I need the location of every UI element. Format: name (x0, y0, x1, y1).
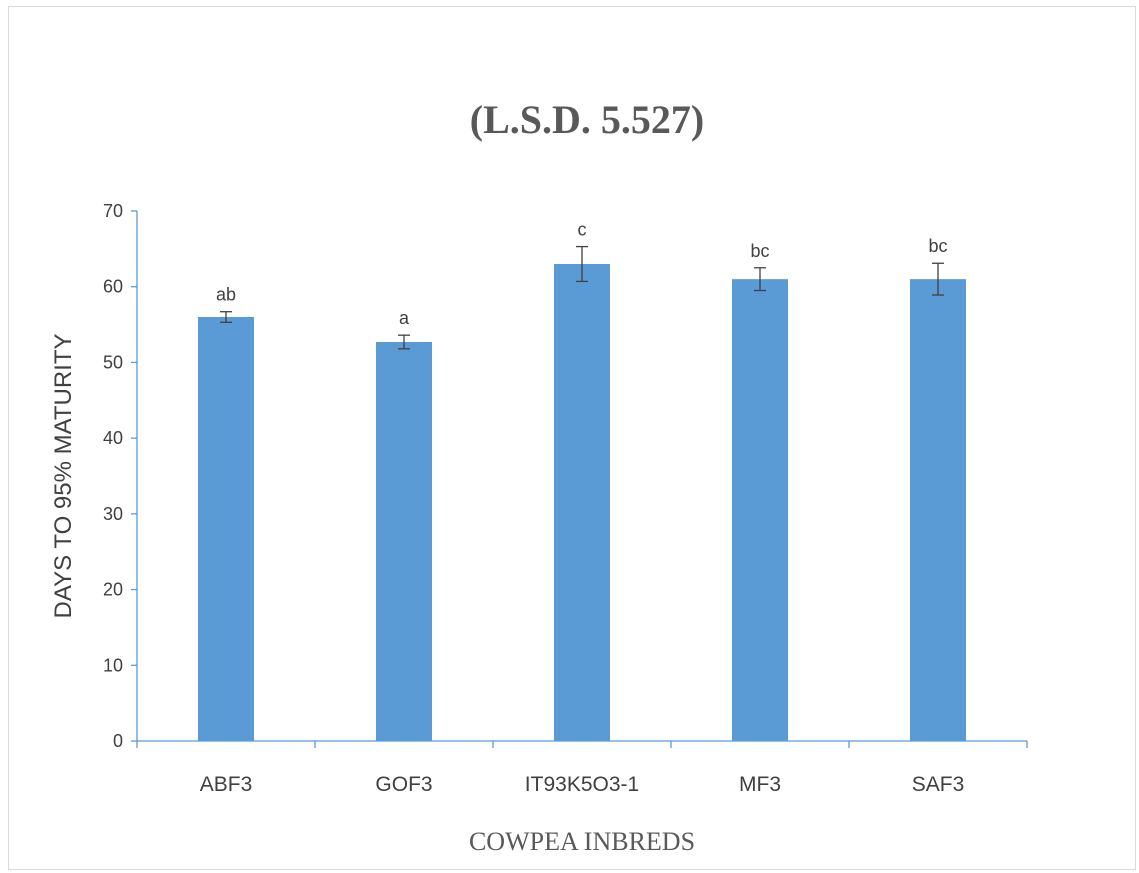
x-tick-label: IT93K5O3-1 (525, 773, 639, 796)
y-axis-label: DAYS TO 95% MATURITY (50, 334, 77, 619)
bar-it93k5o3-1 (554, 264, 610, 741)
y-tick-label: 40 (103, 428, 123, 448)
y-tick-label: 30 (103, 504, 123, 524)
y-tick-label: 60 (103, 277, 123, 297)
bar-gof3 (376, 341, 432, 741)
data-label: bc (928, 236, 947, 256)
y-tick-label: 10 (103, 655, 123, 675)
x-tick-label: GOF3 (375, 773, 432, 796)
y-tick-label: 70 (103, 201, 123, 221)
x-tick-label: ABF3 (200, 773, 253, 796)
data-label: bc (750, 241, 769, 261)
x-axis-label: COWPEA INBREDS (469, 827, 695, 856)
bar-saf3 (910, 279, 966, 741)
plot-area: 0 10 20 30 40 50 60 70 ab ABF3 a GOF3 c IT93K5O3-1 bc M… (103, 201, 1028, 796)
bar-abf3 (198, 317, 254, 741)
x-tick-label: SAF3 (912, 773, 965, 796)
chart-title: (L.S.D. 5.527) (470, 97, 704, 142)
data-label: c (578, 220, 587, 240)
data-label: a (399, 308, 410, 328)
y-tick-label: 20 (103, 580, 123, 600)
bar-mf3 (732, 279, 788, 741)
data-label: ab (216, 285, 236, 305)
y-tick-label: 0 (113, 731, 123, 751)
x-tick-label: MF3 (739, 773, 781, 796)
y-tick-label: 50 (103, 352, 123, 372)
